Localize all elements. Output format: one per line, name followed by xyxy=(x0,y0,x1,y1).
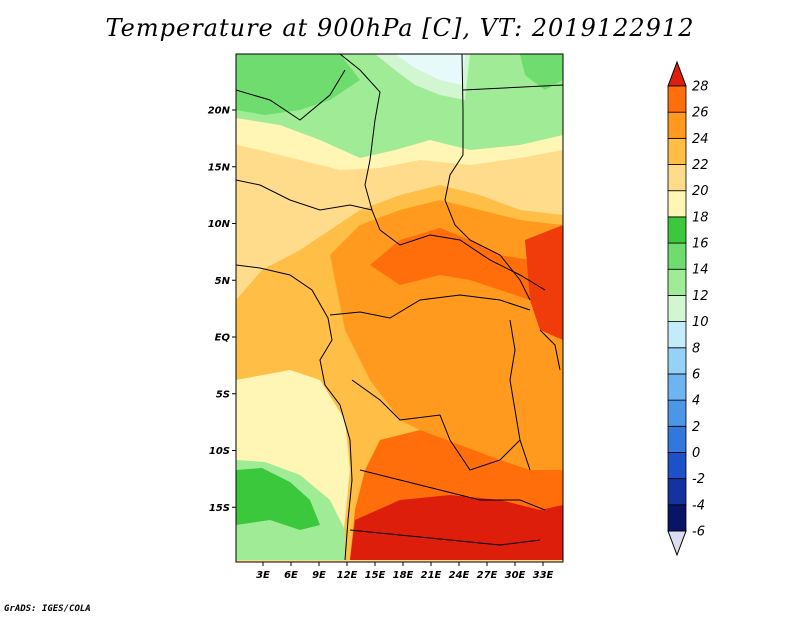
lat-tick-label: EQ xyxy=(215,333,231,344)
map-title: Temperature at 900hPa [C], VT: 201912291… xyxy=(105,14,695,42)
latitude-axis: 20N 15N 10N 5N EQ 5S 10S 15S xyxy=(208,106,236,514)
colorbar-level-label: -4 xyxy=(692,498,705,513)
colorbar-level-label: 20 xyxy=(692,184,709,199)
colorbar-box xyxy=(667,347,687,375)
colorbar-box xyxy=(667,190,687,218)
lon-tick-label: 21E xyxy=(421,570,442,581)
border-lake-victoria xyxy=(539,329,561,371)
colorbar-over-triangle xyxy=(667,60,687,87)
field-region-14-ne xyxy=(520,54,563,90)
border-car xyxy=(379,229,546,291)
lon-tick-label: 33E xyxy=(533,570,554,581)
colorbar-box xyxy=(667,216,687,244)
lat-tick-label: 5N xyxy=(215,276,231,287)
field-region-26-north xyxy=(370,228,563,310)
field-region-28-east xyxy=(525,225,563,340)
colorbar-box xyxy=(667,111,687,139)
border-niger-nigeria xyxy=(236,179,373,211)
colorbar-box xyxy=(667,164,687,192)
lon-tick-label: 24E xyxy=(449,570,470,581)
colorbar-box xyxy=(667,373,687,401)
border-namibia-botswana xyxy=(349,529,541,546)
colorbar-level-label: 22 xyxy=(692,158,709,173)
longitude-axis: 3E 6E 9E 12E 15E 18E 21E 24E 27E 30E 33E xyxy=(256,562,554,581)
colorbar-box xyxy=(667,452,687,480)
colorbar-level-label: -2 xyxy=(692,472,705,487)
colorbar-level-label: 28 xyxy=(692,80,709,95)
colorbar-level-label: 18 xyxy=(692,210,709,225)
border-libya-chad xyxy=(339,54,381,231)
lat-tick-label: 15S xyxy=(209,503,230,514)
border-algeria-niger xyxy=(236,69,346,121)
field-region-14-nw xyxy=(236,54,360,115)
lon-tick-label: 27E xyxy=(477,570,498,581)
colorbar-box xyxy=(667,295,687,322)
colorbar-level-label: 24 xyxy=(692,132,709,147)
lat-tick-label: 5S xyxy=(216,389,230,400)
lon-tick-label: 18E xyxy=(393,570,414,581)
lat-tick-label: 20N xyxy=(208,106,231,117)
lon-tick-label: 3E xyxy=(256,570,270,581)
lon-tick-label: 30E xyxy=(505,570,526,581)
colorbar-box xyxy=(667,504,687,532)
lon-tick-label: 15E xyxy=(365,570,386,581)
colorbar-box xyxy=(667,478,687,506)
colorbar-level-label: 14 xyxy=(692,263,709,278)
colorbar-box xyxy=(667,321,687,349)
colorbar-level-label: -6 xyxy=(692,525,705,540)
map-frame xyxy=(235,53,564,563)
colorbar-box xyxy=(667,425,687,453)
border-drc-angola xyxy=(351,379,521,471)
border-angola-namibia xyxy=(359,469,546,511)
temperature-field xyxy=(236,54,563,562)
colorbar-box xyxy=(667,242,687,270)
colorbar-level-label: 26 xyxy=(692,106,709,121)
colorbar-level-label: 8 xyxy=(692,341,700,356)
colorbar-box xyxy=(667,268,687,296)
lat-tick-label: 10S xyxy=(209,446,230,457)
border-sudan-chad xyxy=(444,54,531,301)
colorbar-box xyxy=(667,137,687,165)
border-congo-north xyxy=(329,294,531,319)
borders xyxy=(236,54,563,561)
colorbar-level-label: 12 xyxy=(692,289,709,304)
colorbar-box xyxy=(667,85,687,113)
lon-tick-label: 9E xyxy=(312,570,326,581)
grads-credit: GrADS: IGES/COLA xyxy=(4,604,91,614)
colorbar-level-label: 16 xyxy=(692,237,709,252)
colorbar-level-label: 2 xyxy=(692,420,700,435)
border-egypt-sudan xyxy=(462,84,563,91)
colorbar-box xyxy=(667,399,687,427)
colorbar-level-label: 0 xyxy=(692,446,700,461)
atlantic-coastline xyxy=(236,264,353,561)
colorbar-level-label: 6 xyxy=(692,367,700,382)
lon-tick-label: 12E xyxy=(337,570,358,581)
lat-tick-label: 15N xyxy=(208,162,231,173)
border-east-lakes xyxy=(509,319,531,471)
colorbar-level-label: 4 xyxy=(692,394,700,409)
lon-tick-label: 6E xyxy=(284,570,298,581)
colorbar-level-label: 10 xyxy=(692,315,709,330)
field-region-16-sw xyxy=(236,468,320,530)
field-region-8 xyxy=(395,54,465,85)
colorbar-under-triangle xyxy=(667,530,687,557)
lat-tick-label: 10N xyxy=(208,219,231,230)
